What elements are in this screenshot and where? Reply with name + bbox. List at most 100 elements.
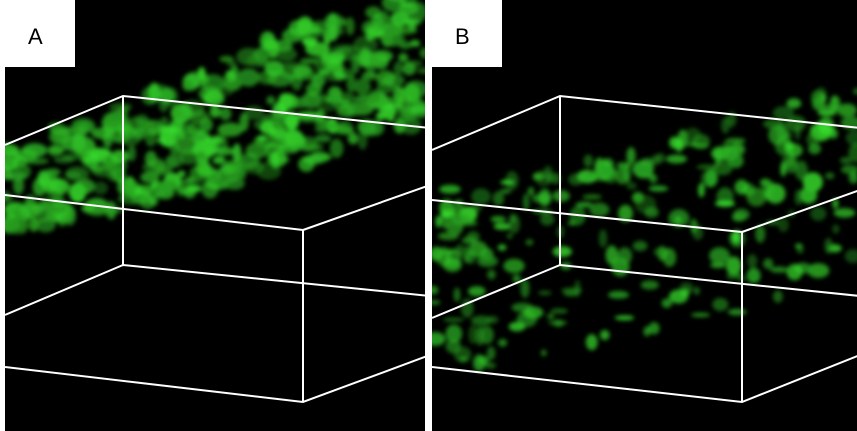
fluorescent-spot [800,187,817,204]
fluorescent-spot [305,32,321,41]
fluorescent-spot [487,346,496,359]
fluorescent-spot [136,114,149,127]
fluorescent-spot [832,224,839,234]
fluorescent-spot [547,313,555,319]
fluorescent-spot [334,72,347,79]
fluorescent-spot [170,143,180,155]
fluorescent-spot [626,147,635,164]
fluorescent-spot [183,186,196,198]
fluorescent-spot [466,251,476,264]
fluorescent-spot [220,107,232,120]
fluorescent-spot [503,259,524,273]
fluorescent-spot [538,291,552,295]
fluorescent-spot [698,183,705,197]
fluorescent-spot [219,56,233,63]
fluorescent-spot [328,25,338,40]
fluorescent-spot [468,325,478,344]
fluorescent-spot [438,232,459,240]
fluorescent-spot [454,287,461,302]
fluorescent-spot [662,298,673,308]
fluorescent-spot [583,155,593,168]
fluorescent-spot [795,189,802,205]
fluorescent-spot [166,154,185,168]
fluorescent-spot [691,313,710,317]
fluorescent-spot [643,326,650,336]
fluorescent-spot [450,214,471,226]
fluorescent-spot [830,96,839,113]
fluorescent-spot [215,147,235,156]
fluorescent-spot [417,68,431,74]
fluorescent-spot [93,182,108,195]
fluorescent-spot [747,254,757,268]
fluorescent-spot [61,215,75,223]
fluorescent-spot [204,145,216,157]
figure: A B [0,0,857,431]
fluorescent-spot [726,138,746,144]
fluorescent-spot [52,198,67,208]
fluorescent-spot [197,165,214,176]
fluorescent-spot [467,231,480,242]
fluorescent-spot [510,214,517,224]
fluorescent-spot [597,165,616,180]
fluorescent-spot [427,300,440,304]
fluorescent-spot [232,160,244,173]
fluorescent-spot [311,85,323,93]
fluorescent-spot [140,194,155,209]
fluorescent-spot [773,106,794,119]
fluorescent-spot [439,185,460,194]
fluorescent-spot [709,247,730,264]
fluorescent-spot [606,245,618,265]
fluorescent-spot [310,152,330,163]
fluorescent-spot [302,143,324,151]
fluorescent-spot [172,133,181,139]
fluorescent-spot [331,45,352,56]
fluorescent-spot [182,80,192,91]
fluorescent-spot [649,174,657,183]
fluorescent-spot [712,298,728,311]
fluorescent-spot [380,32,402,47]
fluorescent-spot [553,190,570,202]
fluorescent-spot [443,318,464,322]
fluorescent-spot [141,87,158,105]
fluorescent-spot [39,173,58,191]
fluorescent-spot [666,155,687,164]
fluorescent-spot [359,47,370,67]
fluorescent-spot [159,126,178,132]
fluorescent-spot [72,136,95,155]
fluorescent-spot [649,186,669,192]
fluorescent-spot [641,280,659,289]
fluorescent-spot [4,212,16,219]
fluorescent-spot [787,98,802,108]
fluorescent-spot [509,322,526,332]
fluorescent-spot [838,105,854,116]
fluorescent-spot [236,48,260,66]
fluorescent-spot [265,60,284,75]
fluorescent-spot [145,130,156,147]
fluorescent-spot [78,122,90,133]
fluorescent-spot [735,180,749,195]
fluorescent-spot [818,110,836,117]
fluorescent-spot [582,194,601,199]
fluorescent-spot [471,188,491,205]
fluorescent-spot [362,124,377,137]
fluorescent-spot [599,229,608,247]
fluorescent-spot [366,25,375,41]
fluorescent-spot [285,129,303,146]
fluorescent-spot [178,170,186,177]
fluorescent-spot [212,157,226,164]
fluorescent-spot [825,172,834,179]
fluorescent-spot [680,289,690,297]
fluorescent-spot [398,53,408,63]
fluorescent-spot [20,203,39,219]
fluorescent-spot [795,243,802,248]
fluorescent-spot [118,188,136,194]
fluorescent-spot [834,208,856,217]
fluorescent-spot [347,75,357,93]
fluorescent-spot [498,244,507,251]
fluorescent-spot [446,324,463,342]
fluorescent-spot [617,247,632,264]
fluorescent-spot [411,101,430,118]
fluorescent-spot [784,141,794,151]
fluorescent-spot [787,264,803,280]
fluorescent-spot [615,315,635,320]
